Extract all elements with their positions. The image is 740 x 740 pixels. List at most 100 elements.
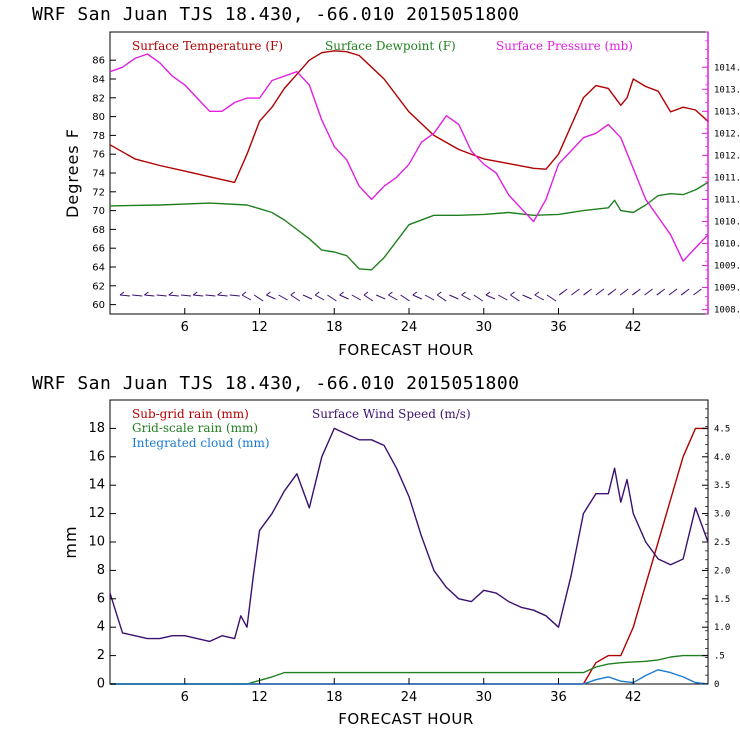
y-tick-label: 8 xyxy=(97,563,105,578)
y2-tick-label: 1.5 xyxy=(714,595,730,605)
wind-barb xyxy=(375,294,386,300)
y2-tick-label: 2.0 xyxy=(714,566,730,576)
wind-barb-flag xyxy=(241,291,247,296)
wind-barb-flag xyxy=(534,291,540,296)
y-tick-label: 60 xyxy=(92,300,105,311)
y2-tick-label: 3.5 xyxy=(714,481,730,491)
y-tick-label: 2 xyxy=(97,648,105,663)
wind-barb-flag xyxy=(266,291,271,296)
wind-barb xyxy=(168,294,179,297)
x-tick-label: 18 xyxy=(326,690,343,705)
wind-barb xyxy=(339,294,349,300)
y2-tick-label: 1010.0 xyxy=(714,240,740,250)
wind-barb xyxy=(473,294,484,302)
wind-barb xyxy=(436,294,447,302)
wind-barb xyxy=(522,294,532,300)
y-tick-label: 10 xyxy=(88,535,105,550)
y-tick-label: 18 xyxy=(88,421,105,436)
y2-tick-label: .5 xyxy=(714,652,725,662)
wind-barb xyxy=(595,288,605,296)
legend-gridscale-rain: Grid-scale rain (mm) xyxy=(132,421,258,435)
wind-barb xyxy=(497,294,508,301)
y-tick-label: 6 xyxy=(97,591,105,606)
y2-tick-label: 1011.0 xyxy=(714,195,740,205)
wind-barb-flag xyxy=(217,291,222,296)
y-tick-label: 68 xyxy=(92,225,105,236)
wind-barb-flag xyxy=(632,291,637,296)
x-tick-label: 30 xyxy=(475,320,492,335)
wind-barb xyxy=(571,288,580,296)
wind-barb xyxy=(119,294,131,297)
y-tick-label: 84 xyxy=(92,75,105,86)
wind-barb xyxy=(229,294,240,297)
top-header: WRF San Juan TJS 18.430, -66.010 2015051… xyxy=(32,4,520,25)
temperature-line xyxy=(109,50,709,184)
y-tick-label: 80 xyxy=(92,112,105,123)
wind-barb xyxy=(485,294,496,300)
wind-barb-flag xyxy=(485,291,491,296)
y2-tick-label: 1009.5 xyxy=(714,262,740,272)
subgrid-rain-line xyxy=(110,427,708,685)
wind-barb xyxy=(546,294,557,302)
x-tick-label: 24 xyxy=(401,690,418,705)
wind-barb xyxy=(217,294,228,297)
wind-barb-flag xyxy=(363,291,369,296)
y-tick-label: 74 xyxy=(92,169,105,180)
y2-tick-label: 1010.5 xyxy=(714,217,740,227)
x-tick-label: 6 xyxy=(181,320,189,335)
y2-tick-label: 1009.0 xyxy=(714,284,740,294)
bottom-x-axis-label: FORECAST HOUR xyxy=(338,710,474,728)
wind-barb xyxy=(241,294,252,301)
bottom-y-axis-label: mm xyxy=(61,525,80,558)
legend-wind-speed: Surface Wind Speed (m/s) xyxy=(312,407,471,421)
wind-barb-flag xyxy=(388,291,393,296)
x-tick-label: 24 xyxy=(401,320,418,335)
wind-barb-flag xyxy=(168,291,174,296)
wind-barb xyxy=(461,294,471,301)
y2-tick-label: 1.0 xyxy=(714,623,730,633)
x-tick-label: 42 xyxy=(625,690,642,705)
y-tick-label: 78 xyxy=(92,131,105,142)
y2-tick-label: 1013.5 xyxy=(714,85,740,95)
wind-barbs xyxy=(119,288,702,302)
wind-barb-flag xyxy=(436,291,442,296)
wind-barb xyxy=(668,288,678,296)
y2-tick-label: 1012.0 xyxy=(714,151,740,161)
bottom-header: WRF San Juan TJS 18.430, -66.010 2015051… xyxy=(32,373,520,394)
y-tick-label: 4 xyxy=(97,620,105,635)
y-tick-label: 76 xyxy=(92,150,105,161)
y2-tick-label: 1013.0 xyxy=(714,107,740,117)
wind-speed-line xyxy=(109,427,709,643)
y-tick-label: 72 xyxy=(92,187,105,198)
wind-barb-flag xyxy=(192,291,198,296)
y2-tick-label: 3.0 xyxy=(714,510,730,520)
wind-barb-flag xyxy=(583,291,588,296)
wind-barb xyxy=(693,288,702,296)
x-tick-label: 36 xyxy=(550,690,567,705)
y2-tick-label: 2.5 xyxy=(714,538,730,548)
wind-barb xyxy=(327,294,337,302)
y-tick-label: 64 xyxy=(92,263,105,274)
y-tick-label: 70 xyxy=(92,206,105,217)
top-y-axis-label: Degrees F xyxy=(63,128,82,218)
legend-subgrid-rain: Sub-grid rain (mm) xyxy=(132,407,249,421)
wind-barb xyxy=(180,294,192,297)
y-tick-label: 82 xyxy=(92,93,105,104)
wind-barb xyxy=(156,294,167,297)
x-tick-label: 6 xyxy=(181,690,189,705)
x-tick-label: 12 xyxy=(251,690,268,705)
wind-barb xyxy=(193,294,204,297)
y2-tick-label: 4.0 xyxy=(714,453,730,463)
wind-barb-flag xyxy=(607,291,613,296)
wind-barb xyxy=(266,294,276,300)
wind-barb xyxy=(290,294,301,302)
wind-barb xyxy=(619,288,629,296)
wind-barb-flag xyxy=(558,291,564,296)
pressure-line xyxy=(109,53,709,262)
y-tick-label: 62 xyxy=(92,281,105,292)
x-tick-label: 36 xyxy=(550,320,567,335)
wind-barb xyxy=(412,294,423,300)
x-tick-label: 18 xyxy=(326,320,343,335)
wind-barb xyxy=(363,294,374,302)
legend-dewpoint: Surface Dewpoint (F) xyxy=(325,39,456,53)
